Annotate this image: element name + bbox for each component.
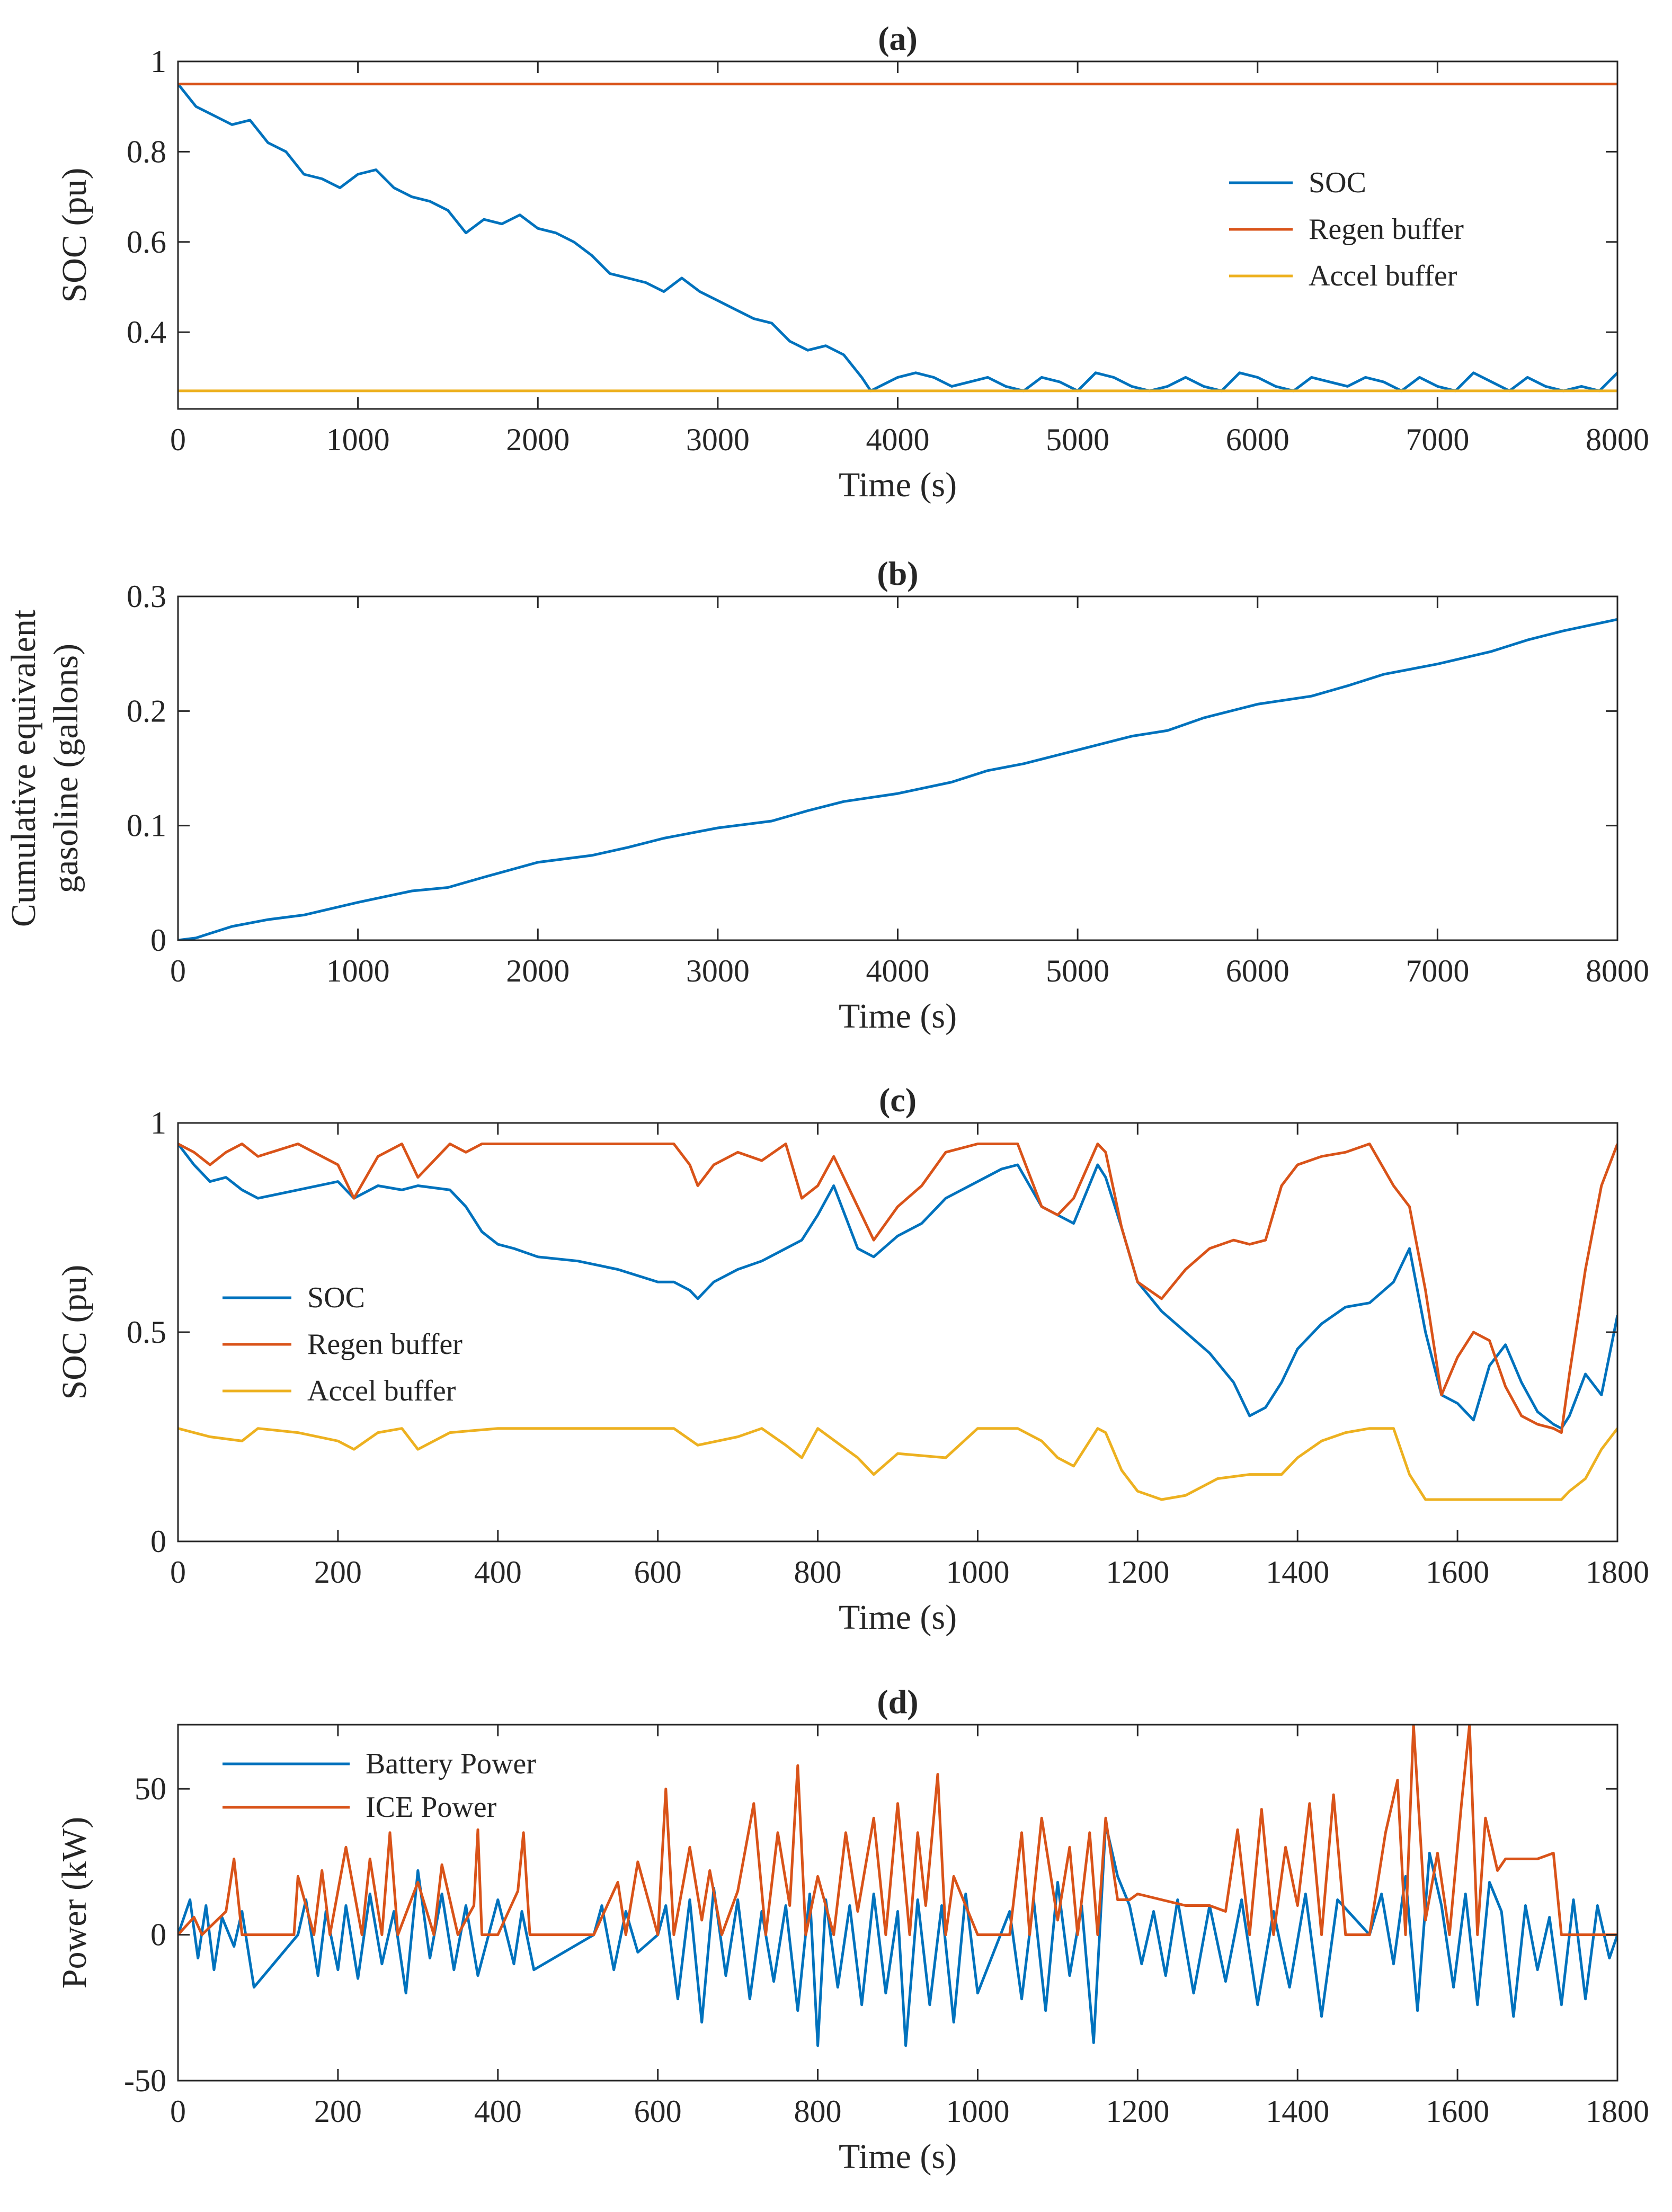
y-axis-label: gasoline (gallons): [47, 644, 85, 893]
legend-entry: SOC: [307, 1281, 365, 1314]
x-tick-label: 2000: [506, 422, 570, 457]
legend-entry: Regen buffer: [1309, 213, 1464, 246]
x-tick-label: 5000: [1046, 953, 1109, 988]
x-tick-label: 200: [314, 1555, 362, 1590]
y-axis-label: Power (kW): [55, 1817, 94, 1988]
panel-c: 0 200 400 600 800 1000 1200 1400 1600 1800 0 0.5 1 (c…: [55, 1081, 1649, 1637]
x-tick-label: 0: [170, 953, 186, 988]
legend-entry: ICE Power: [366, 1791, 497, 1824]
y-axis-label: SOC (pu): [55, 168, 94, 303]
series-line-ice-power: [178, 1725, 1617, 1937]
y-tick-label: 0: [150, 1524, 166, 1559]
legend: SOC Regen buffer Accel buffer: [223, 1281, 463, 1407]
x-tick-label: 200: [314, 2094, 362, 2129]
x-tick-label: 800: [794, 1555, 842, 1590]
x-tick-label: 1200: [1106, 1555, 1169, 1590]
x-tick-label: 0: [170, 1555, 186, 1590]
x-tick-label: 6000: [1226, 422, 1289, 457]
x-tick-label: 1000: [946, 2094, 1009, 2129]
legend: SOC Regen buffer Accel buffer: [1229, 166, 1464, 292]
x-tick-label: 0: [170, 2094, 186, 2129]
series-line-cumulative-equivalent-gasoline: [178, 618, 1617, 940]
x-tick-label: 1800: [1586, 2094, 1649, 2129]
panel-d: 0 200 400 600 800 1000 1200 1400 1600 1800-50050(…: [55, 1683, 1649, 2176]
series-line-regen-buffer: [178, 1143, 1617, 1434]
y-tick-label: 0.3: [127, 579, 166, 614]
legend-entry: Accel buffer: [307, 1375, 456, 1407]
y-tick-label: 0: [150, 923, 166, 958]
x-tick-label: 5000: [1046, 422, 1109, 457]
x-tick-label: 1400: [1266, 1555, 1329, 1590]
y-tick-label: 50: [135, 1771, 166, 1806]
x-tick-label: 8000: [1586, 422, 1649, 457]
x-tick-label: 400: [474, 2094, 522, 2129]
chart-title: (b): [877, 555, 918, 592]
x-tick-label: 4000: [866, 953, 930, 988]
x-axis-label: Time (s): [839, 466, 957, 504]
x-tick-label: 1000: [326, 422, 390, 457]
x-tick-label: 1000: [326, 953, 390, 988]
x-tick-label: 1600: [1426, 2094, 1489, 2129]
y-axis-label: Cumulative equivalent: [4, 610, 43, 927]
axes-box: [177, 1724, 1618, 2082]
y-axis-label: SOC (pu): [55, 1265, 94, 1400]
x-tick-label: 800: [794, 2094, 842, 2129]
x-tick-label: 6000: [1226, 953, 1289, 988]
y-tick-label: 1: [150, 44, 166, 79]
x-tick-label: 1200: [1106, 2094, 1169, 2129]
y-tick-label: 0.5: [127, 1315, 166, 1350]
x-tick-label: 3000: [686, 422, 750, 457]
y-tick-label: 0.4: [127, 315, 166, 350]
x-axis-label: Time (s): [839, 1598, 957, 1637]
y-tick-label: -50: [124, 2063, 166, 2098]
x-axis-label: Time (s): [839, 2137, 957, 2176]
y-tick-label: 0.1: [127, 808, 166, 843]
x-tick-label: 7000: [1406, 422, 1469, 457]
y-tick-label: 0.2: [127, 693, 166, 728]
x-tick-label: 2000: [506, 953, 570, 988]
y-tick-label: 0: [150, 1917, 166, 1952]
x-tick-label: 8000: [1586, 953, 1649, 988]
x-axis-label: Time (s): [839, 997, 957, 1036]
series-line-battery-power: [178, 1822, 1617, 2047]
x-tick-label: 7000: [1406, 953, 1469, 988]
y-tick-label: 0.6: [127, 225, 166, 260]
series-line-accel-buffer: [178, 1427, 1617, 1501]
chart-title: (d): [877, 1683, 918, 1720]
chart-title: (c): [879, 1081, 917, 1119]
axes-box: [177, 595, 1618, 941]
x-tick-label: 1600: [1426, 1555, 1489, 1590]
y-tick-label: 1: [150, 1105, 166, 1140]
x-tick-label: 600: [634, 1555, 682, 1590]
x-tick-label: 1400: [1266, 2094, 1329, 2129]
legend-entry: Accel buffer: [1309, 260, 1457, 292]
x-tick-label: 4000: [866, 422, 930, 457]
x-tick-label: 1800: [1586, 1555, 1649, 1590]
legend-entry: Battery Power: [366, 1747, 536, 1780]
panel-a: 0 1000 2000 3000 4000 5000 6000 7000 8000 0.4 0.6 0…: [55, 20, 1649, 504]
x-tick-label: 400: [474, 1555, 522, 1590]
panel-b: 0 1000 2000 3000 4000 5000 6000 7000 8000 0 0.1 0.2…: [4, 555, 1649, 1036]
x-tick-label: 3000: [686, 953, 750, 988]
legend-entry: SOC: [1309, 166, 1366, 199]
x-tick-label: 0: [170, 422, 186, 457]
y-tick-label: 0.8: [127, 134, 166, 169]
series-line-soc: [178, 83, 1617, 393]
legend: Battery Power ICE Power: [223, 1747, 536, 1824]
x-tick-label: 600: [634, 2094, 682, 2129]
legend-entry: Regen buffer: [307, 1328, 463, 1361]
chart-title: (a): [878, 20, 918, 57]
x-tick-label: 1000: [946, 1555, 1009, 1590]
